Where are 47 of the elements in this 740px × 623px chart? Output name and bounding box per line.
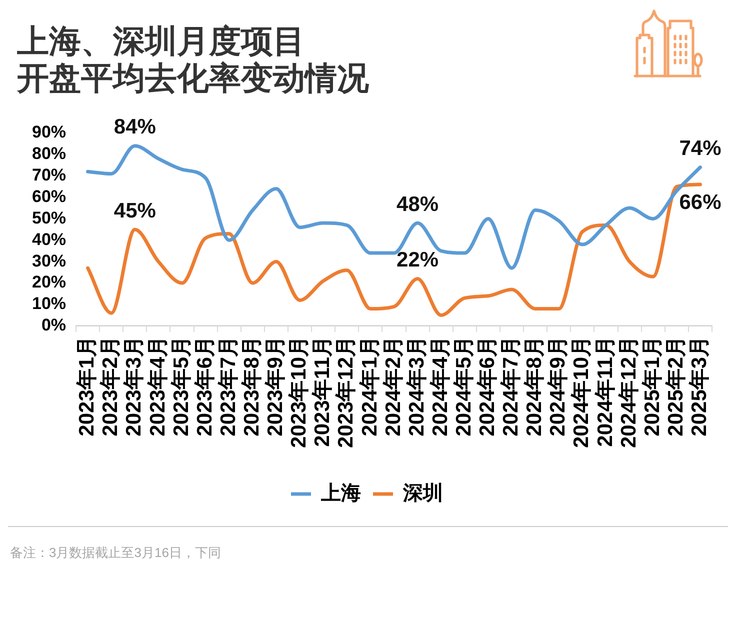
x-tick-label: 2023年7月 [216,336,240,436]
data-label: 45% [114,199,156,222]
y-tick-label: 0% [41,316,66,335]
y-tick-label: 50% [32,208,66,228]
x-tick-label: 2023年12月 [334,336,358,448]
y-tick-label: 80% [32,144,66,164]
x-tick-label: 2024年4月 [428,336,452,436]
x-tick-label: 2023年11月 [311,336,334,447]
y-tick-label: 10% [32,294,66,314]
x-tick-label: 2023年2月 [99,336,122,436]
data-label: 66% [679,191,722,214]
x-tick-label: 2024年5月 [452,336,476,436]
x-tick-label: 2024年8月 [523,336,546,436]
data-label: 22% [396,248,439,272]
x-tick-label: 2024年3月 [405,336,428,436]
y-tick-label: 60% [32,186,66,206]
x-tick-label: 2024年7月 [500,336,523,436]
chart-title: 上海、深圳月度项目开盘平均去化率变动情况 [17,23,369,97]
x-tick-label: 2024年12月 [617,336,640,448]
x-tick-label: 2023年6月 [193,336,216,436]
x-tick-label: 2023年3月 [122,336,146,436]
x-tick-label: 2025年2月 [664,336,688,436]
data-label: 48% [396,192,439,216]
x-tick-label: 2023年10月 [288,336,311,448]
x-tick-label: 2023年8月 [240,336,264,436]
x-tick-label: 2023年1月 [76,336,99,436]
data-label: 84% [114,116,156,139]
x-tick-label: 2024年2月 [382,336,405,436]
legend-label: 深圳 [402,482,443,505]
y-tick-label: 20% [32,272,66,292]
x-tick-label: 2023年9月 [264,336,288,436]
x-tick-label: 2023年5月 [170,336,193,436]
x-tick-label: 2024年11月 [594,336,617,447]
y-tick-label: 30% [32,251,66,270]
x-tick-label: 2025年1月 [640,336,664,436]
y-tick-label: 40% [32,230,66,249]
x-tick-label: 2024年10月 [570,336,594,448]
x-tick-label: 2023年4月 [146,336,170,436]
text: 备注：3月数据截止至3月16日，下同 [10,544,221,562]
x-tick-label: 2025年3月 [688,336,712,436]
x-tick-label: 2024年1月 [358,336,382,436]
x-tick-label: 2024年9月 [546,336,570,436]
y-tick-label: 70% [32,166,66,185]
legend-label: 上海 [320,482,361,505]
y-tick-label: 90% [32,122,66,142]
data-label: 74% [679,137,722,160]
x-tick-label: 2024年6月 [476,336,500,436]
